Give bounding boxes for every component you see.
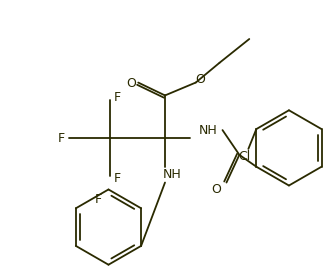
Text: Cl: Cl xyxy=(238,150,251,163)
Text: O: O xyxy=(126,77,136,90)
Text: NH: NH xyxy=(163,168,181,181)
Text: F: F xyxy=(114,91,121,104)
Text: NH: NH xyxy=(198,124,217,137)
Text: O: O xyxy=(212,183,221,196)
Text: F: F xyxy=(114,172,121,185)
Text: F: F xyxy=(95,193,102,206)
Text: F: F xyxy=(57,131,64,145)
Text: O: O xyxy=(195,73,205,86)
